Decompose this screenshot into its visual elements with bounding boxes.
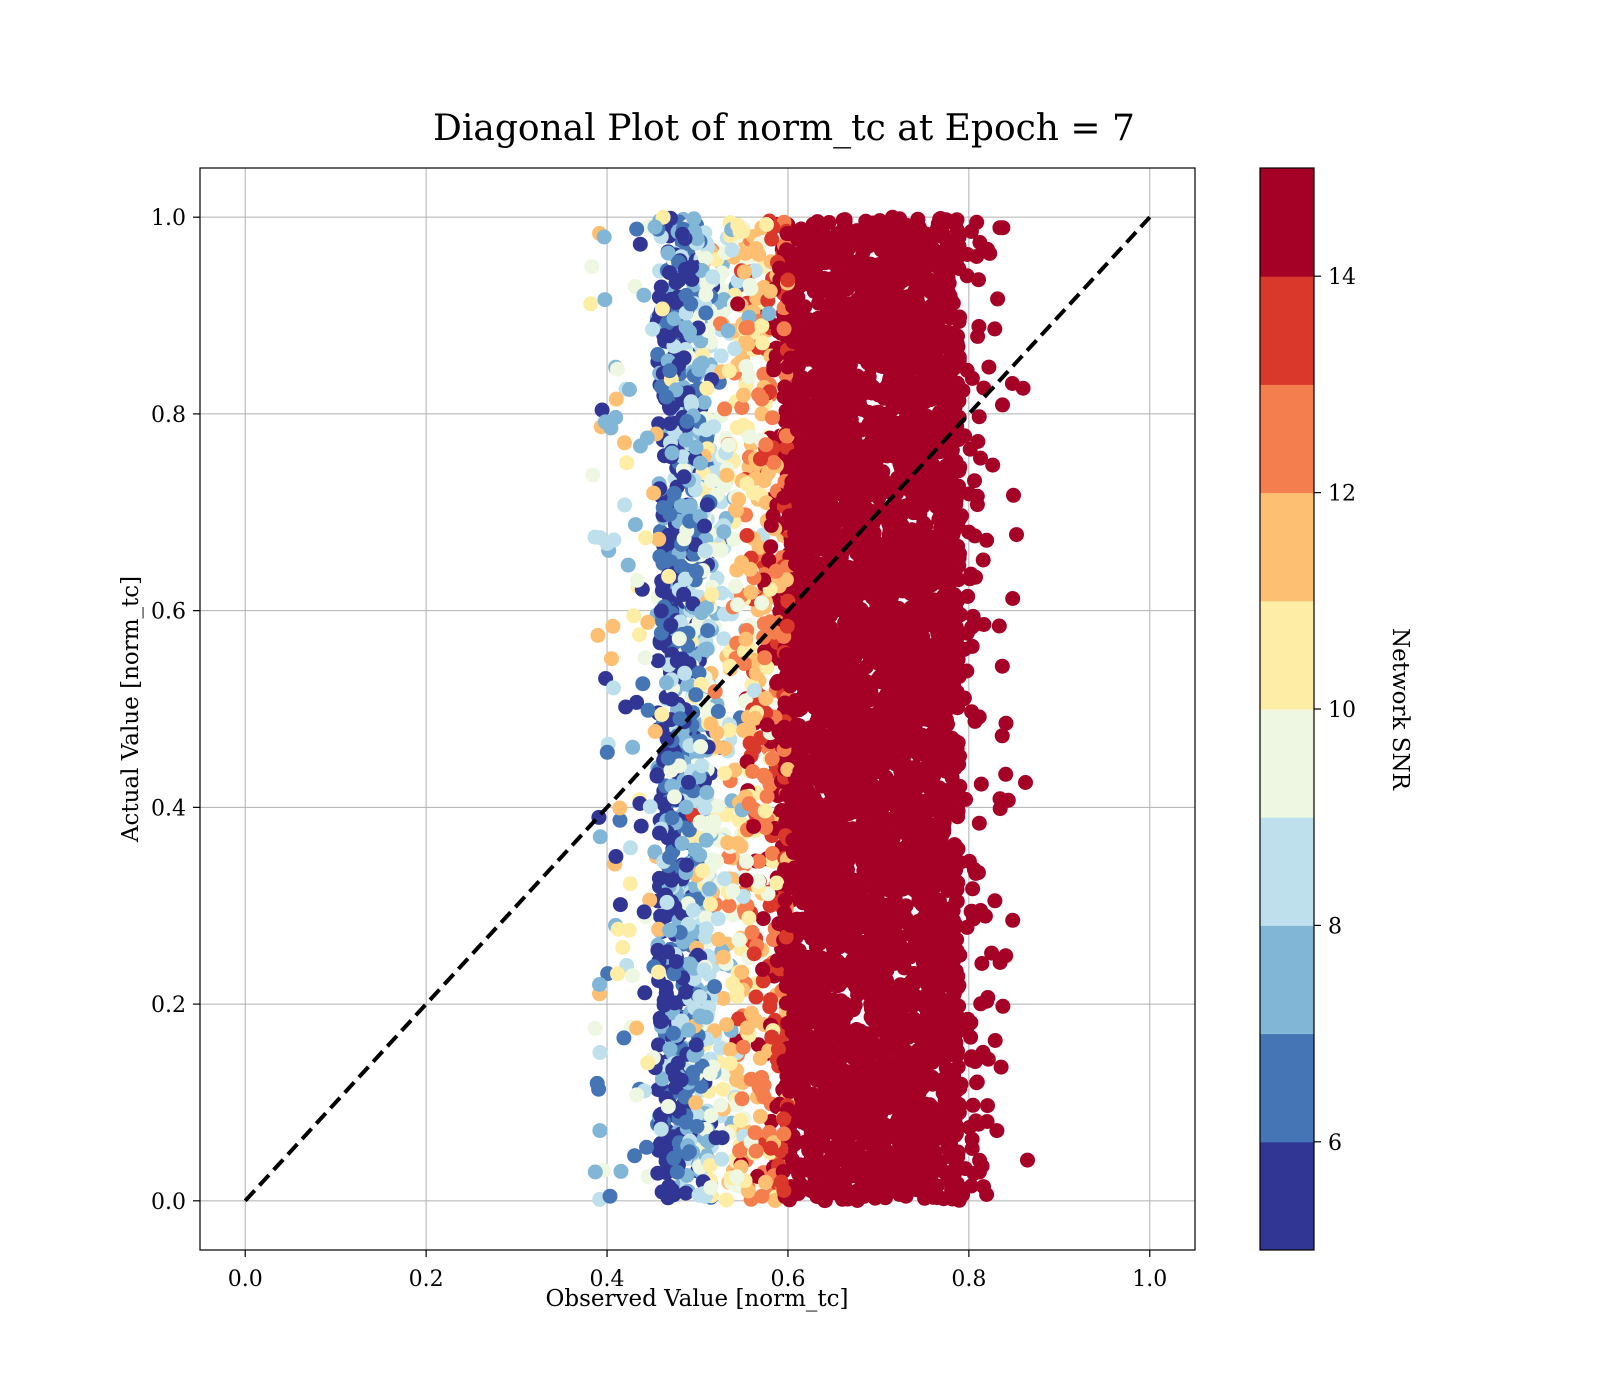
scatter-point: [758, 820, 774, 836]
scatter-point: [762, 898, 778, 913]
scatter-point: [762, 999, 778, 1015]
scatter-point: [766, 358, 782, 374]
scatter-point: [660, 245, 676, 261]
scatter-point: [950, 841, 966, 857]
scatter-point: [651, 1037, 666, 1053]
scatter-point: [755, 335, 770, 351]
scatter-point: [755, 911, 771, 927]
scatter-point: [678, 984, 694, 1000]
scatter-point: [732, 1112, 748, 1128]
scatter-point: [748, 1143, 764, 1159]
scatter-point: [784, 1024, 800, 1040]
scatter-point: [938, 1060, 954, 1076]
scatter-point: [654, 1013, 670, 1029]
scatter-point: [722, 1042, 738, 1058]
scatter-point: [808, 266, 824, 282]
scatter-point: [882, 947, 897, 962]
scatter-point: [889, 805, 905, 821]
scatter-point: [950, 1059, 966, 1075]
scatter-point: [697, 642, 713, 658]
scatter-point: [746, 683, 762, 698]
chart-title: Diagonal Plot of norm_tc at Epoch = 7: [433, 108, 1135, 149]
scatter-point: [745, 485, 761, 501]
scatter-point: [769, 875, 785, 891]
scatter-point: [944, 325, 960, 341]
scatter-point: [825, 680, 841, 696]
scatter-point: [786, 1006, 802, 1022]
scatter-point: [751, 853, 767, 869]
scatter-point: [669, 653, 685, 669]
scatter-point: [898, 1043, 914, 1059]
scatter-point: [689, 1107, 705, 1123]
scatter-point: [799, 1162, 815, 1178]
scatter-point: [914, 996, 929, 1012]
scatter-point: [715, 991, 731, 1006]
scatter-point: [702, 1066, 718, 1082]
scatter-point: [710, 798, 726, 814]
scatter-point: [807, 931, 823, 947]
scatter-point: [718, 1192, 734, 1208]
scatter-point: [713, 1097, 729, 1113]
scatter-point: [840, 241, 856, 257]
scatter-point: [927, 292, 943, 308]
scatter-point: [763, 539, 779, 555]
scatter-point: [896, 696, 912, 712]
scatter-point: [686, 971, 702, 987]
scatter-point: [686, 211, 702, 227]
scatter-point: [755, 973, 771, 989]
scatter-point: [650, 653, 666, 669]
scatter-point: [846, 1029, 862, 1045]
scatter-point: [680, 677, 696, 692]
scatter-point: [735, 223, 751, 239]
scatter-point: [925, 457, 941, 473]
scatter-point: [703, 1108, 719, 1124]
scatter-point: [897, 261, 913, 277]
scatter-point: [844, 417, 860, 433]
scatter-point: [698, 910, 714, 926]
scatter-point: [937, 996, 953, 1012]
scatter-point: [664, 810, 680, 826]
scatter-point: [736, 722, 752, 738]
scatter-point: [742, 277, 758, 293]
scatter-point: [734, 400, 750, 416]
scatter-point: [715, 1081, 731, 1097]
scatter-point: [678, 1185, 694, 1201]
scatter-point: [696, 394, 712, 410]
scatter-points: [583, 209, 1035, 1209]
scatter-point: [794, 1042, 809, 1058]
scatter-point: [729, 1072, 745, 1088]
scatter-point: [707, 979, 723, 995]
scatter-point: [716, 631, 732, 647]
scatter-point: [779, 647, 794, 663]
scatter-point: [717, 765, 733, 781]
scatter-point: [777, 379, 793, 395]
scatter-point: [654, 1071, 670, 1087]
scatter-point: [764, 846, 780, 861]
scatter-point: [759, 788, 775, 804]
scatter-point: [747, 710, 763, 726]
scatter-point: [788, 457, 804, 473]
scatter-point: [721, 722, 737, 738]
scatter-point: [703, 896, 718, 912]
scatter-point: [739, 1020, 755, 1036]
scatter-point: [740, 336, 756, 352]
scatter-point: [882, 776, 898, 792]
scatter-point: [727, 341, 743, 357]
scatter-point: [698, 250, 713, 266]
scatter-point: [752, 1108, 768, 1124]
